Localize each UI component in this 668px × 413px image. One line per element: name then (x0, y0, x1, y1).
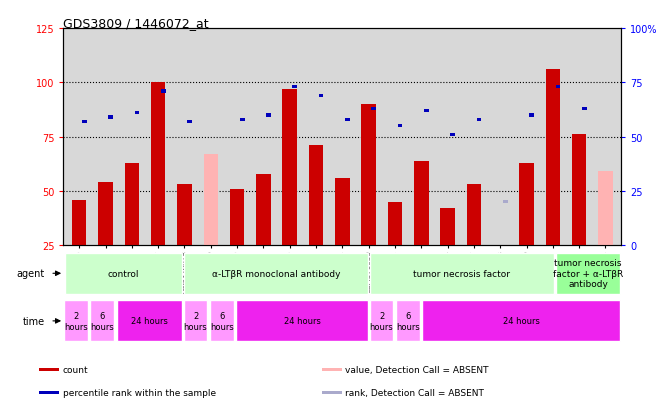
Bar (467, 185, 481, 246)
Text: time: time (23, 316, 45, 326)
Bar (72, 200, 86, 246)
Bar (319, 95, 323, 98)
Bar (117, 301, 182, 342)
Bar (440, 209, 455, 246)
Bar (476, 119, 482, 121)
Bar (134, 112, 140, 115)
Text: count: count (63, 365, 88, 374)
Bar (125, 163, 139, 246)
Text: value, Detection Call = ABSENT: value, Detection Call = ABSENT (345, 365, 489, 374)
Bar (546, 70, 560, 246)
Bar (39, 368, 59, 371)
Bar (108, 116, 113, 119)
Bar (204, 154, 218, 246)
Bar (370, 253, 554, 294)
Bar (572, 135, 587, 246)
Bar (257, 174, 271, 246)
Bar (210, 301, 234, 342)
Bar (599, 172, 613, 246)
Bar (98, 183, 113, 246)
Text: 2
hours: 2 hours (64, 311, 88, 331)
Bar (503, 201, 508, 204)
Bar (184, 253, 368, 294)
Bar (309, 146, 323, 246)
Text: 6
hours: 6 hours (90, 311, 114, 331)
Text: tumor necrosis
factor + α-LTβR
antibody: tumor necrosis factor + α-LTβR antibody (553, 259, 623, 288)
Bar (65, 253, 182, 294)
Bar (283, 90, 297, 246)
Bar (187, 121, 192, 124)
Bar (387, 202, 402, 246)
Bar (422, 301, 621, 342)
Bar (450, 133, 455, 137)
Bar (345, 119, 350, 121)
Bar (39, 391, 59, 394)
Text: control: control (108, 269, 139, 278)
Bar (414, 161, 428, 246)
Bar (230, 189, 244, 246)
Bar (335, 178, 349, 246)
Bar (322, 391, 342, 394)
Bar (184, 301, 208, 342)
Text: 2
hours: 2 hours (369, 311, 393, 331)
Bar (424, 110, 429, 113)
Text: 24 hours: 24 hours (503, 317, 540, 325)
Bar (322, 368, 342, 371)
Bar (369, 301, 393, 342)
Text: 24 hours: 24 hours (284, 317, 321, 325)
Bar (82, 121, 87, 124)
Text: 2
hours: 2 hours (184, 311, 208, 331)
Bar (519, 163, 534, 246)
Bar (293, 86, 297, 89)
Bar (397, 125, 402, 128)
Text: rank, Detection Call = ABSENT: rank, Detection Call = ABSENT (345, 388, 484, 397)
Text: agent: agent (17, 268, 45, 279)
Bar (266, 114, 271, 117)
Bar (236, 301, 368, 342)
Bar (240, 119, 244, 121)
Bar (177, 185, 192, 246)
Text: GDS3809 / 1446072_at: GDS3809 / 1446072_at (63, 17, 209, 29)
Bar (556, 253, 620, 294)
Bar (371, 107, 376, 111)
Text: α-LTβR monoclonal antibody: α-LTβR monoclonal antibody (212, 269, 340, 278)
Bar (395, 301, 420, 342)
Bar (161, 90, 166, 93)
Bar (361, 105, 376, 246)
Text: 24 hours: 24 hours (131, 317, 168, 325)
Bar (556, 86, 560, 89)
Bar (90, 301, 114, 342)
Text: percentile rank within the sample: percentile rank within the sample (63, 388, 216, 397)
Text: tumor necrosis factor: tumor necrosis factor (413, 269, 510, 278)
Bar (582, 107, 587, 111)
Bar (529, 114, 534, 117)
Text: 6
hours: 6 hours (210, 311, 234, 331)
Bar (64, 301, 88, 342)
Bar (151, 83, 166, 246)
Text: 6
hours: 6 hours (396, 311, 420, 331)
